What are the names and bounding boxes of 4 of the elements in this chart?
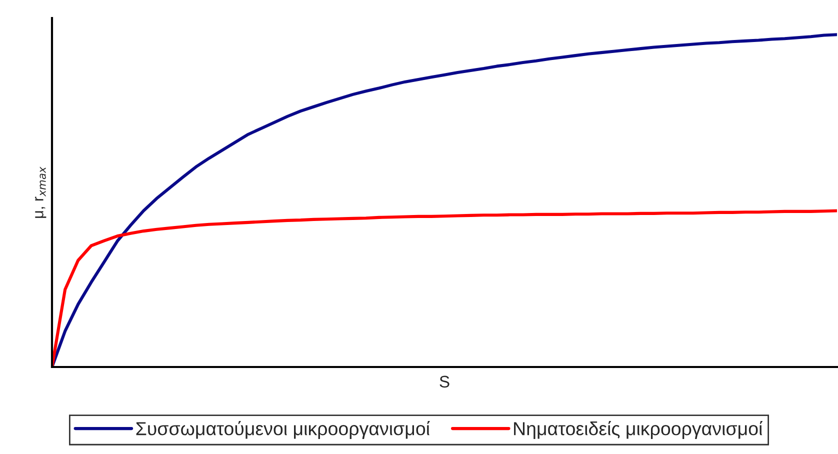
legend-label: Νηματοειδείς μικροοργανισμοί — [514, 420, 763, 439]
y-axis-title: μ, r$_{xmax}$ — [35, 166, 46, 218]
x-axis-title: S — [440, 376, 450, 388]
legend-label: Συσσωματούμενοι μικροοργανισμοί — [136, 420, 430, 439]
